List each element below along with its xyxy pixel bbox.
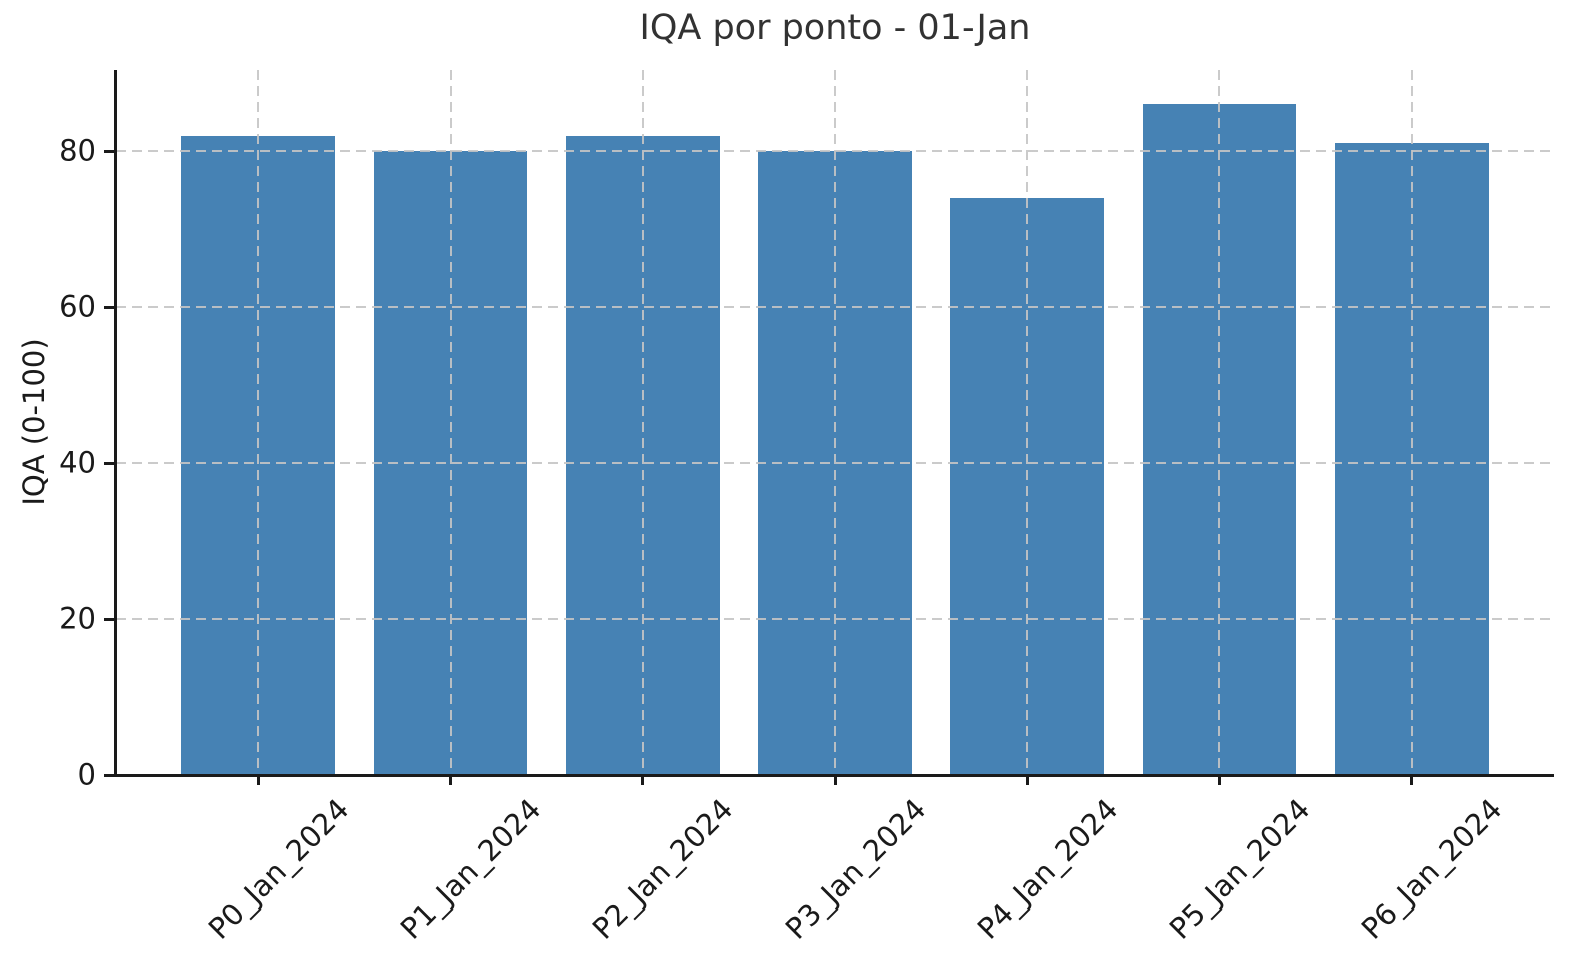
- x-tick-mark: [256, 775, 260, 785]
- horizontal-gridline: [116, 306, 1554, 309]
- plot-area: 0 20 40 60 80 P0_Jan_2024 P1_Jan_2024 P2_Jan_2…: [59, 70, 1554, 946]
- vertical-gridline: [1218, 70, 1221, 775]
- x-tick-mark: [1217, 775, 1221, 785]
- x-tick-label: P5_Jan_2024: [1162, 792, 1317, 946]
- x-tick-label: P4_Jan_2024: [970, 792, 1125, 946]
- y-tick-mark: [104, 305, 114, 309]
- y-tick-label: 0: [77, 757, 96, 792]
- x-tick-mark: [1025, 775, 1029, 785]
- x-tick-label: P0_Jan_2024: [201, 792, 356, 946]
- vertical-gridline: [1410, 70, 1413, 775]
- x-tick-label: P2_Jan_2024: [586, 792, 740, 946]
- x-tick-label: P3_Jan_2024: [778, 792, 933, 946]
- horizontal-gridline: [116, 618, 1554, 621]
- x-tick-mark: [833, 775, 837, 785]
- y-tick-mark: [104, 461, 114, 465]
- horizontal-gridline: [116, 150, 1554, 153]
- horizontal-gridline: [116, 462, 1554, 465]
- y-tick-label: 20: [59, 601, 96, 636]
- y-axis-spine: [114, 70, 117, 777]
- y-tick-label: 80: [59, 133, 96, 168]
- x-tick-label: P1_Jan_2024: [393, 792, 548, 946]
- vertical-gridline: [834, 70, 836, 775]
- vertical-gridline: [641, 70, 644, 775]
- chart-title: IQA por ponto - 01-Jan: [639, 8, 1031, 48]
- y-tick-label: 40: [59, 445, 96, 480]
- y-tick-mark: [104, 773, 114, 777]
- x-tick-mark: [1410, 775, 1414, 785]
- vertical-gridline: [257, 70, 260, 775]
- y-tick-mark: [104, 149, 114, 153]
- y-tick-label: 60: [59, 289, 96, 324]
- vertical-gridline: [1026, 70, 1029, 775]
- x-tick-mark: [449, 775, 452, 785]
- x-tick-label: P6_Jan_2024: [1355, 792, 1509, 946]
- x-tick-mark: [641, 775, 645, 785]
- vertical-gridline: [449, 70, 452, 775]
- y-axis-label: IQA (0-100): [17, 338, 51, 506]
- y-tick-mark: [104, 617, 114, 621]
